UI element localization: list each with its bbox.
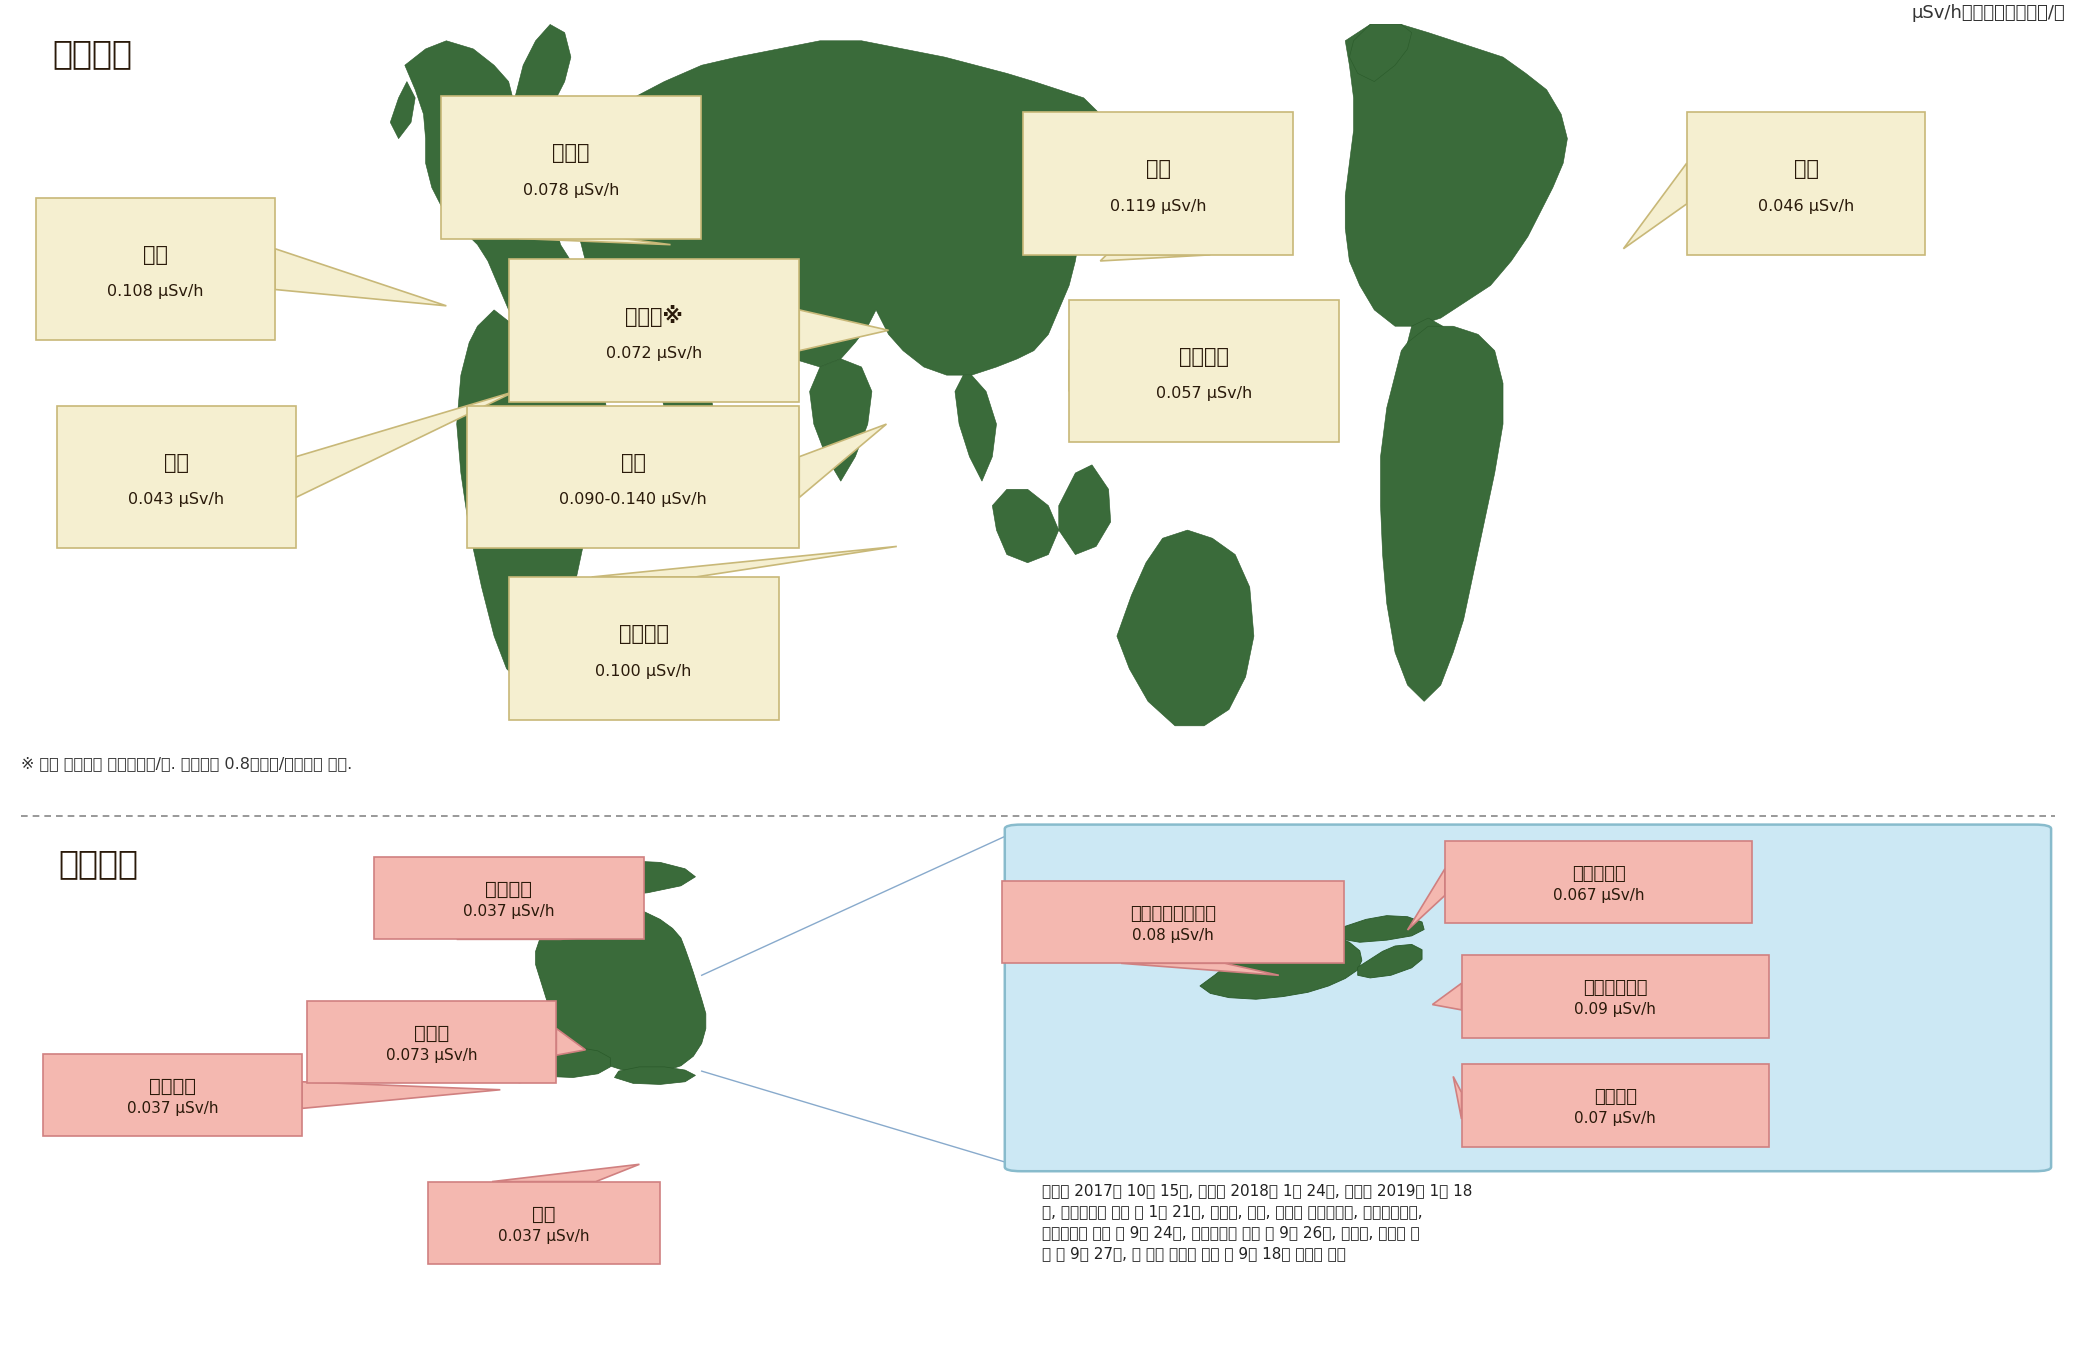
Polygon shape bbox=[810, 359, 872, 481]
Polygon shape bbox=[511, 1074, 540, 1082]
FancyBboxPatch shape bbox=[1445, 841, 1752, 923]
Polygon shape bbox=[457, 936, 619, 940]
Polygon shape bbox=[992, 489, 1059, 562]
Polygon shape bbox=[592, 546, 897, 577]
Polygon shape bbox=[1381, 326, 1503, 701]
Text: 0.037 μSv/h: 0.037 μSv/h bbox=[498, 1228, 590, 1244]
Polygon shape bbox=[390, 81, 415, 139]
FancyBboxPatch shape bbox=[1462, 956, 1769, 1038]
Polygon shape bbox=[614, 1066, 695, 1084]
Text: 싱가포르: 싱가포르 bbox=[619, 624, 668, 644]
Text: 【세계】: 【세계】 bbox=[52, 36, 133, 70]
FancyBboxPatch shape bbox=[1005, 825, 2051, 1171]
Polygon shape bbox=[1408, 868, 1445, 930]
Polygon shape bbox=[955, 375, 996, 481]
Polygon shape bbox=[536, 892, 706, 1072]
Text: 0.073 μSv/h: 0.073 μSv/h bbox=[386, 1047, 477, 1062]
FancyBboxPatch shape bbox=[442, 96, 702, 239]
Polygon shape bbox=[1100, 255, 1210, 262]
Text: 베를린: 베를린 bbox=[552, 143, 590, 163]
Text: 0.090-0.140 μSv/h: 0.090-0.140 μSv/h bbox=[558, 492, 708, 507]
Text: 0.078 μSv/h: 0.078 μSv/h bbox=[523, 182, 619, 198]
Text: 0.07 μSv/h: 0.07 μSv/h bbox=[1574, 1112, 1657, 1127]
Text: 홍콩: 홍콩 bbox=[621, 453, 646, 473]
Text: 베이징※: 베이징※ bbox=[625, 305, 683, 328]
Polygon shape bbox=[519, 239, 671, 245]
Polygon shape bbox=[515, 24, 571, 123]
Polygon shape bbox=[274, 249, 446, 306]
FancyBboxPatch shape bbox=[1462, 1065, 1769, 1147]
Text: 후쿠시마시: 후쿠시마시 bbox=[1572, 865, 1626, 883]
Polygon shape bbox=[303, 1081, 500, 1108]
Text: 0.046 μSv/h: 0.046 μSv/h bbox=[1758, 200, 1854, 214]
Polygon shape bbox=[1117, 530, 1254, 725]
Text: 0.100 μSv/h: 0.100 μSv/h bbox=[596, 663, 691, 678]
Text: 0.067 μSv/h: 0.067 μSv/h bbox=[1553, 888, 1644, 903]
FancyBboxPatch shape bbox=[467, 406, 799, 549]
FancyBboxPatch shape bbox=[509, 259, 799, 402]
Text: μSv/h：마이크로시버트/시: μSv/h：마이크로시버트/시 bbox=[1912, 4, 2066, 22]
Text: 0.108 μSv/h: 0.108 μSv/h bbox=[108, 284, 203, 299]
Polygon shape bbox=[1349, 24, 1412, 81]
Polygon shape bbox=[1453, 1077, 1462, 1119]
Polygon shape bbox=[1623, 163, 1686, 249]
Polygon shape bbox=[544, 861, 695, 896]
FancyBboxPatch shape bbox=[1023, 112, 1293, 255]
Polygon shape bbox=[1113, 123, 1138, 195]
Text: 타이베이: 타이베이 bbox=[1179, 346, 1229, 367]
FancyBboxPatch shape bbox=[509, 577, 778, 720]
FancyBboxPatch shape bbox=[428, 1182, 660, 1264]
Text: 0.119 μSv/h: 0.119 μSv/h bbox=[1111, 200, 1206, 214]
Text: 이와키시: 이와키시 bbox=[1594, 1088, 1636, 1107]
Text: 후쿠오카: 후쿠오카 bbox=[149, 1077, 195, 1096]
Text: 서울: 서울 bbox=[1146, 159, 1171, 179]
Text: 0.08 μSv/h: 0.08 μSv/h bbox=[1131, 927, 1214, 942]
Text: 아이즈와카마쓰시: 아이즈와카마쓰시 bbox=[1129, 905, 1217, 923]
FancyBboxPatch shape bbox=[1001, 880, 1345, 964]
Text: 삿포로시: 삿포로시 bbox=[486, 880, 531, 899]
Polygon shape bbox=[405, 40, 585, 326]
Polygon shape bbox=[660, 342, 716, 473]
Polygon shape bbox=[799, 310, 889, 350]
Polygon shape bbox=[1358, 945, 1422, 977]
Text: 파리: 파리 bbox=[164, 453, 189, 473]
Text: 런던: 런던 bbox=[143, 245, 168, 264]
Text: 【일본】: 【일본】 bbox=[58, 848, 139, 880]
Polygon shape bbox=[1200, 933, 1362, 999]
FancyBboxPatch shape bbox=[58, 406, 297, 549]
Polygon shape bbox=[1408, 318, 1453, 375]
Polygon shape bbox=[556, 1029, 585, 1055]
Text: 미나미소마시: 미나미소마시 bbox=[1582, 980, 1648, 998]
Polygon shape bbox=[556, 40, 1111, 375]
Polygon shape bbox=[527, 1047, 610, 1077]
Polygon shape bbox=[1121, 964, 1279, 976]
Text: 0.057 μSv/h: 0.057 μSv/h bbox=[1156, 387, 1252, 402]
Text: 도쿄: 도쿄 bbox=[531, 1205, 556, 1224]
FancyBboxPatch shape bbox=[307, 1000, 556, 1082]
Text: 오사카: 오사카 bbox=[415, 1024, 448, 1043]
Text: 0.043 μSv/h: 0.043 μSv/h bbox=[129, 492, 224, 507]
Polygon shape bbox=[1059, 465, 1111, 554]
Text: 0.09 μSv/h: 0.09 μSv/h bbox=[1574, 1003, 1657, 1018]
FancyBboxPatch shape bbox=[374, 857, 644, 940]
Polygon shape bbox=[492, 1165, 639, 1182]
Polygon shape bbox=[457, 310, 606, 685]
FancyBboxPatch shape bbox=[44, 1054, 303, 1136]
FancyBboxPatch shape bbox=[1069, 299, 1339, 442]
Text: 파리는 2017년 10월 15일, 런던은 2018년 1월 24일, 뉴욕은 2019년 1월 18
일, 타이베이는 같은 해 1월 21일, 베이징, : 파리는 2017년 10월 15일, 런던은 2018년 1월 24일, 뉴욕은… bbox=[1042, 1184, 1472, 1260]
Polygon shape bbox=[1345, 24, 1567, 326]
Text: 0.072 μSv/h: 0.072 μSv/h bbox=[606, 345, 702, 361]
FancyBboxPatch shape bbox=[1686, 112, 1927, 255]
Polygon shape bbox=[1069, 350, 1084, 391]
Polygon shape bbox=[1432, 983, 1462, 1010]
Polygon shape bbox=[297, 391, 515, 497]
Polygon shape bbox=[799, 425, 886, 497]
Text: 뉴욕: 뉴욕 bbox=[1794, 159, 1819, 179]
Text: 0.037 μSv/h: 0.037 μSv/h bbox=[127, 1101, 218, 1116]
Polygon shape bbox=[1329, 915, 1424, 942]
Text: ※ 원본 데이터는 나노그레이/시. 여기서는 0.8시버트/그레이로 추계.: ※ 원본 데이터는 나노그레이/시. 여기서는 0.8시버트/그레이로 추계. bbox=[21, 756, 353, 771]
FancyBboxPatch shape bbox=[35, 198, 274, 341]
Text: 0.037 μSv/h: 0.037 μSv/h bbox=[463, 903, 554, 919]
